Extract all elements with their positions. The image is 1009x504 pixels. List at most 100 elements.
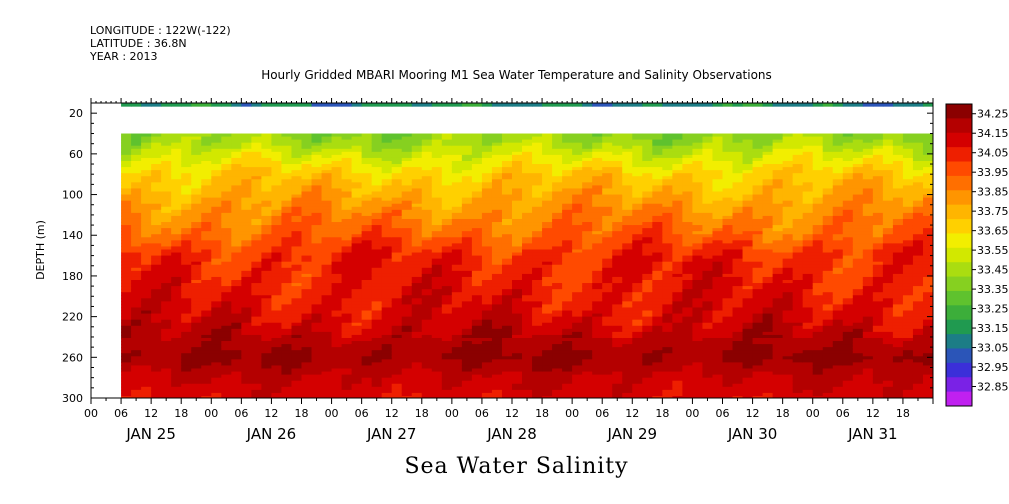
salinity-cell: [121, 286, 132, 290]
salinity-cell: [522, 164, 533, 168]
salinity-cell: [171, 148, 182, 153]
salinity-cell: [602, 191, 613, 196]
salinity-cell: [371, 164, 383, 168]
salinity-cell: [562, 182, 573, 186]
salinity-cell: [191, 191, 202, 196]
salinity-cell: [211, 133, 222, 138]
salinity-cell: [471, 209, 483, 214]
salinity-cell: [171, 139, 182, 144]
salinity-cell: [221, 344, 232, 348]
salinity-cell: [271, 280, 283, 284]
salinity-cell: [542, 142, 553, 147]
salinity-cell: [151, 243, 162, 248]
salinity-cell: [552, 359, 563, 363]
salinity-cell: [441, 157, 453, 162]
salinity-cell: [481, 194, 493, 199]
salinity-cell: [642, 316, 653, 321]
salinity-cell: [652, 316, 663, 321]
salinity-cell: [161, 197, 172, 202]
salinity-cell: [642, 246, 653, 251]
salinity-cell: [682, 173, 694, 177]
salinity-cell: [441, 243, 453, 248]
salinity-cell: [592, 252, 603, 257]
salinity-cell: [371, 255, 383, 260]
salinity-cell: [201, 212, 212, 217]
salinity-cell: [201, 386, 212, 391]
salinity-cell: [542, 164, 553, 168]
salinity-cell: [181, 325, 192, 330]
salinity-cell: [311, 173, 323, 177]
salinity-cell: [341, 374, 353, 379]
salinity-cell: [552, 188, 563, 193]
salinity-cell: [191, 160, 202, 165]
salinity-cell: [321, 246, 333, 251]
salinity-cell: [542, 231, 553, 235]
salinity-cell: [271, 206, 283, 211]
salinity-cell: [522, 218, 533, 223]
salinity-cell: [351, 276, 363, 281]
salinity-cell: [191, 142, 202, 147]
salinity-cell: [151, 389, 162, 394]
salinity-cell: [151, 386, 162, 391]
salinity-cell: [201, 203, 212, 208]
salinity-cell: [481, 371, 493, 376]
salinity-cell: [381, 313, 393, 318]
salinity-cell: [441, 215, 453, 220]
salinity-cell: [251, 316, 262, 321]
salinity-cell: [361, 243, 373, 248]
salinity-cell: [221, 237, 232, 241]
salinity-cell: [501, 368, 513, 373]
salinity-cell: [622, 307, 633, 312]
salinity-cell: [391, 344, 403, 348]
salinity-cell: [131, 341, 142, 345]
salinity-cell: [602, 240, 613, 244]
salinity-cell: [592, 389, 603, 394]
salinity-cell: [411, 365, 423, 370]
salinity-cell: [281, 176, 293, 180]
salinity-cell: [151, 258, 162, 263]
salinity-cell: [672, 328, 683, 333]
salinity-cell: [321, 185, 333, 190]
salinity-cell: [211, 209, 222, 214]
salinity-cell: [461, 325, 473, 330]
salinity-cell: [251, 218, 262, 223]
salinity-cell: [391, 273, 403, 278]
salinity-cell: [181, 295, 192, 299]
salinity-cell: [361, 203, 373, 208]
salinity-cell: [281, 359, 293, 363]
salinity-cell: [431, 170, 443, 174]
salinity-cell: [221, 307, 232, 312]
salinity-cell: [181, 170, 192, 174]
salinity-cell: [642, 267, 653, 272]
salinity-cell: [612, 139, 623, 144]
salinity-cell: [532, 200, 543, 205]
salinity-cell: [401, 280, 413, 284]
salinity-cell: [391, 292, 403, 296]
salinity-cell: [542, 301, 553, 306]
salinity-cell: [401, 380, 413, 385]
salinity-cell: [552, 295, 563, 299]
salinity-cell: [131, 368, 142, 373]
salinity-cell: [231, 377, 242, 382]
salinity-cell: [341, 365, 353, 370]
salinity-cell: [421, 164, 433, 168]
salinity-cell: [501, 341, 513, 345]
salinity-cell: [622, 243, 633, 248]
salinity-cell: [602, 136, 613, 141]
salinity-cell: [431, 225, 443, 229]
salinity-cell: [411, 261, 423, 266]
salinity-cell: [542, 325, 553, 330]
salinity-cell: [602, 347, 613, 351]
salinity-cell: [491, 392, 503, 397]
salinity-cell: [501, 386, 513, 391]
salinity-cell: [341, 136, 353, 141]
salinity-cell: [291, 258, 303, 263]
salinity-cell: [221, 148, 232, 153]
salinity-cell: [572, 395, 583, 398]
salinity-cell: [451, 258, 463, 263]
salinity-cell: [271, 148, 283, 153]
salinity-cell: [321, 356, 333, 360]
salinity-cell: [341, 316, 353, 321]
salinity-cell: [241, 292, 252, 296]
salinity-cell: [582, 301, 593, 306]
